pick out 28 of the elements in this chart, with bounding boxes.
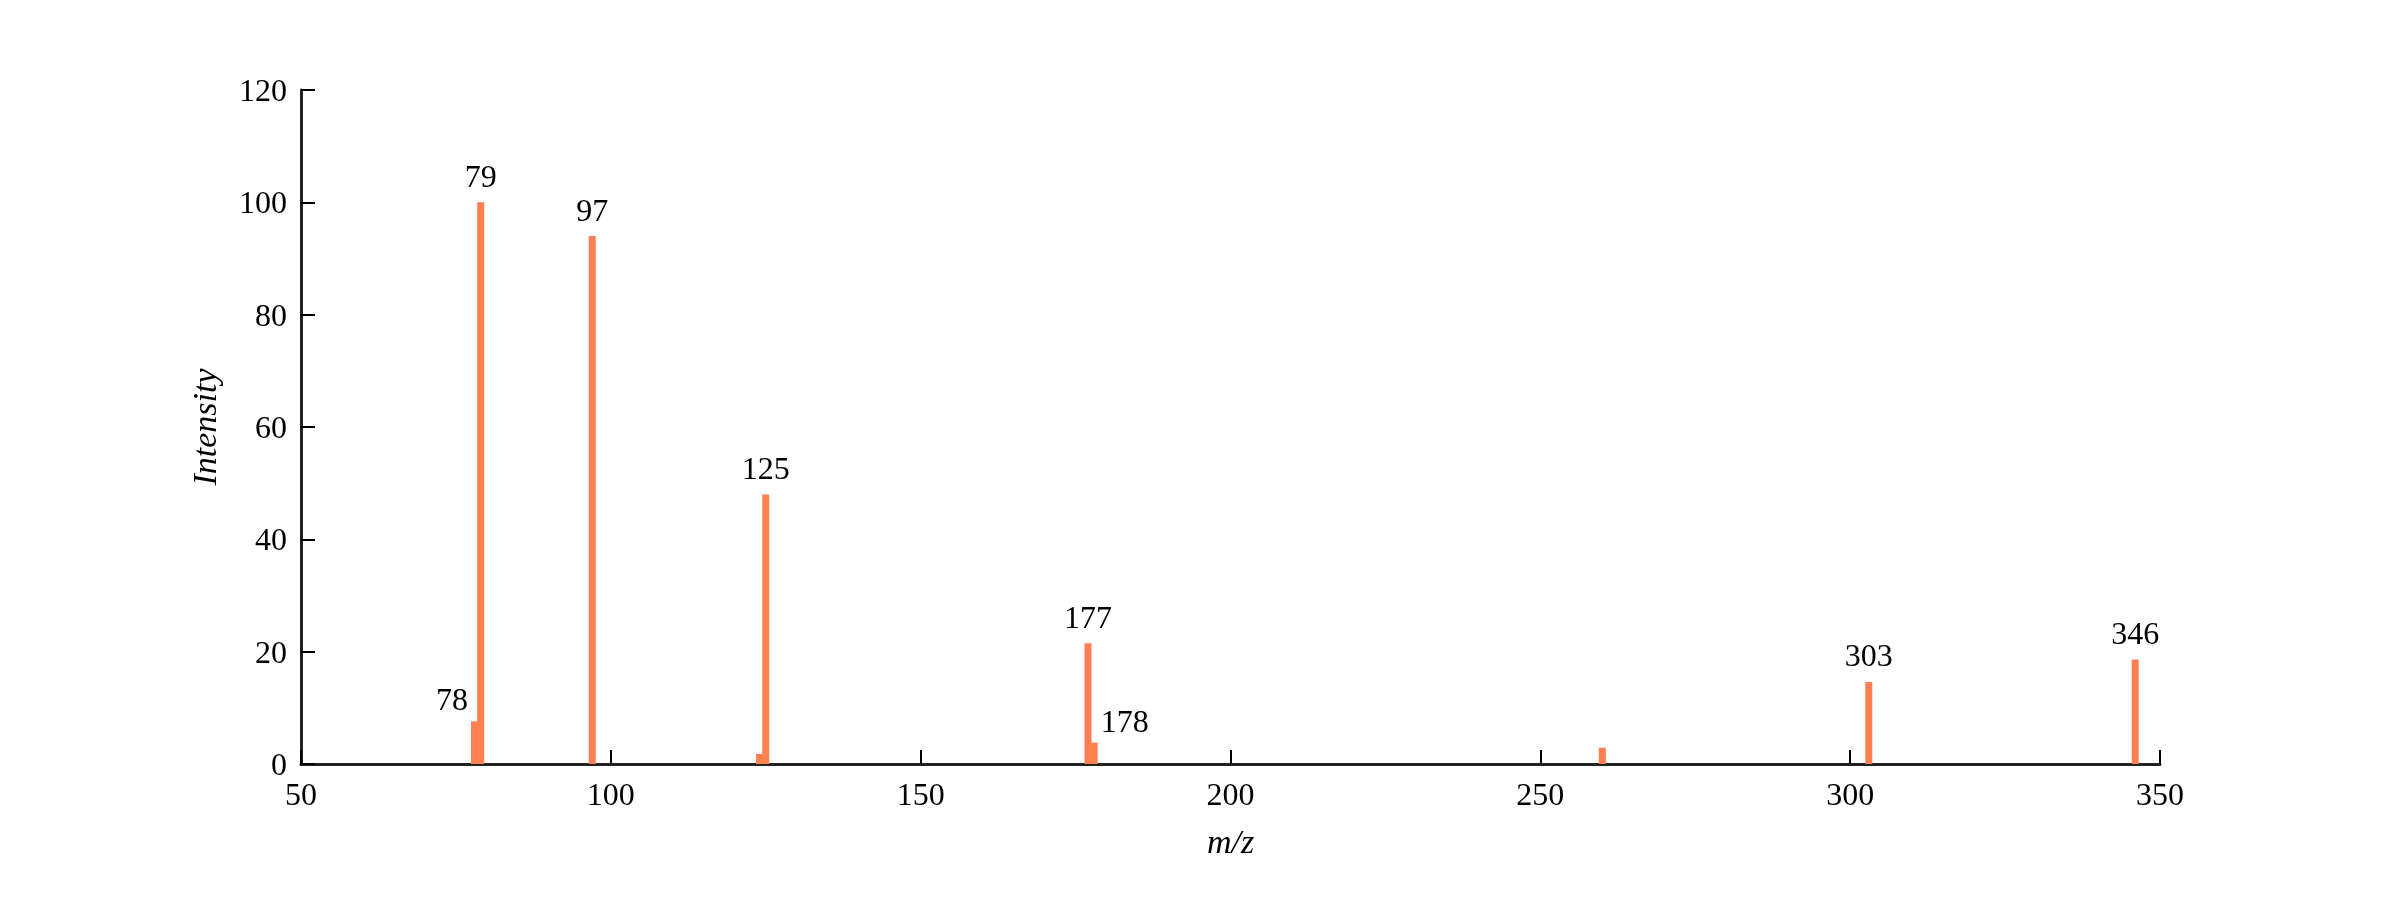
x-tick-label: 200	[1206, 776, 1255, 812]
annotation: 178	[1100, 702, 1149, 739]
annotation: 346	[2111, 615, 2160, 652]
x-tick-label: 50	[285, 776, 317, 812]
x-tick-label: 150	[896, 776, 945, 812]
bar	[1598, 747, 1606, 764]
bar	[1865, 682, 1873, 764]
x-tick-label: 300	[1826, 776, 1875, 812]
annotation: 177	[1063, 598, 1112, 635]
x-tick-label: 250	[1516, 776, 1565, 812]
annotation: 78	[436, 681, 469, 718]
annotation: 303	[1844, 637, 1893, 674]
y-tick-label: 60	[255, 409, 287, 445]
annotation: 79	[464, 157, 497, 194]
annotation: 125	[741, 449, 790, 486]
x-axis-title: m/z	[1206, 822, 1255, 860]
y-tick-label: 120	[239, 72, 287, 108]
bar	[2131, 659, 2139, 764]
x-tick-label: 100	[586, 776, 635, 812]
y-tick-label: 0	[271, 746, 287, 782]
y-axis-title: Intensity	[185, 367, 223, 487]
annotation: 97	[576, 191, 609, 228]
y-tick-label: 100	[239, 184, 287, 221]
bar	[588, 236, 596, 764]
y-tick-label: 80	[255, 296, 287, 333]
y-tick-label: 20	[255, 633, 287, 670]
y-tick-label: 40	[255, 521, 287, 558]
x-tick-label: 350	[2136, 776, 2184, 812]
